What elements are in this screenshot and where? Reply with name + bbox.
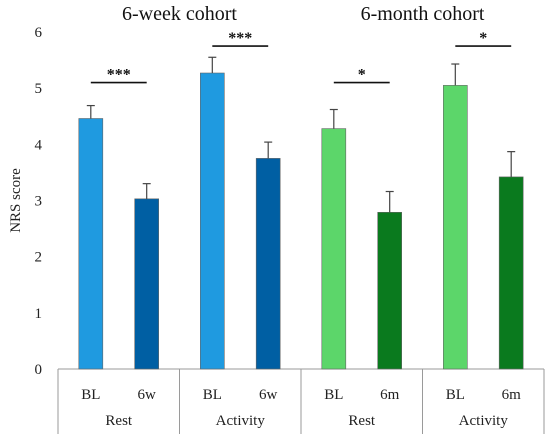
x-group-label: Activity [216,413,266,429]
cohort-title: 6-month cohort [361,3,485,25]
x-category-label: 6w [138,387,157,403]
bar [134,198,159,370]
x-category-label: BL [446,387,465,403]
x-category-label: BL [324,387,343,403]
x-group-label: Rest [348,413,376,429]
significance-marker: *** [228,30,252,47]
significance-marker: *** [107,67,131,84]
y-tick-label: 4 [35,137,43,153]
x-category-label: 6w [259,387,278,403]
bar [498,176,524,370]
y-tick-label: 2 [35,250,43,266]
x-group-label: Activity [459,413,509,429]
bar [443,85,468,370]
x-category-label: BL [203,387,222,403]
significance-marker: * [479,30,487,47]
y-axis-label: NRS score [8,168,24,233]
x-category-label: BL [81,387,100,403]
y-tick-label: 6 [35,25,43,41]
bar [200,72,225,370]
x-group-label: Rest [105,413,133,429]
y-tick-label: 0 [35,362,43,378]
bar [377,211,402,370]
bar [255,158,281,370]
bar [78,118,104,370]
x-category-label: 6m [502,387,522,403]
y-tick-label: 3 [35,194,43,210]
cohort-title: 6-week cohort [122,3,237,25]
y-tick-label: 1 [35,306,43,322]
significance-marker: * [358,67,366,84]
x-category-label: 6m [380,387,400,403]
y-tick-label: 5 [35,81,43,97]
bar [321,128,347,370]
